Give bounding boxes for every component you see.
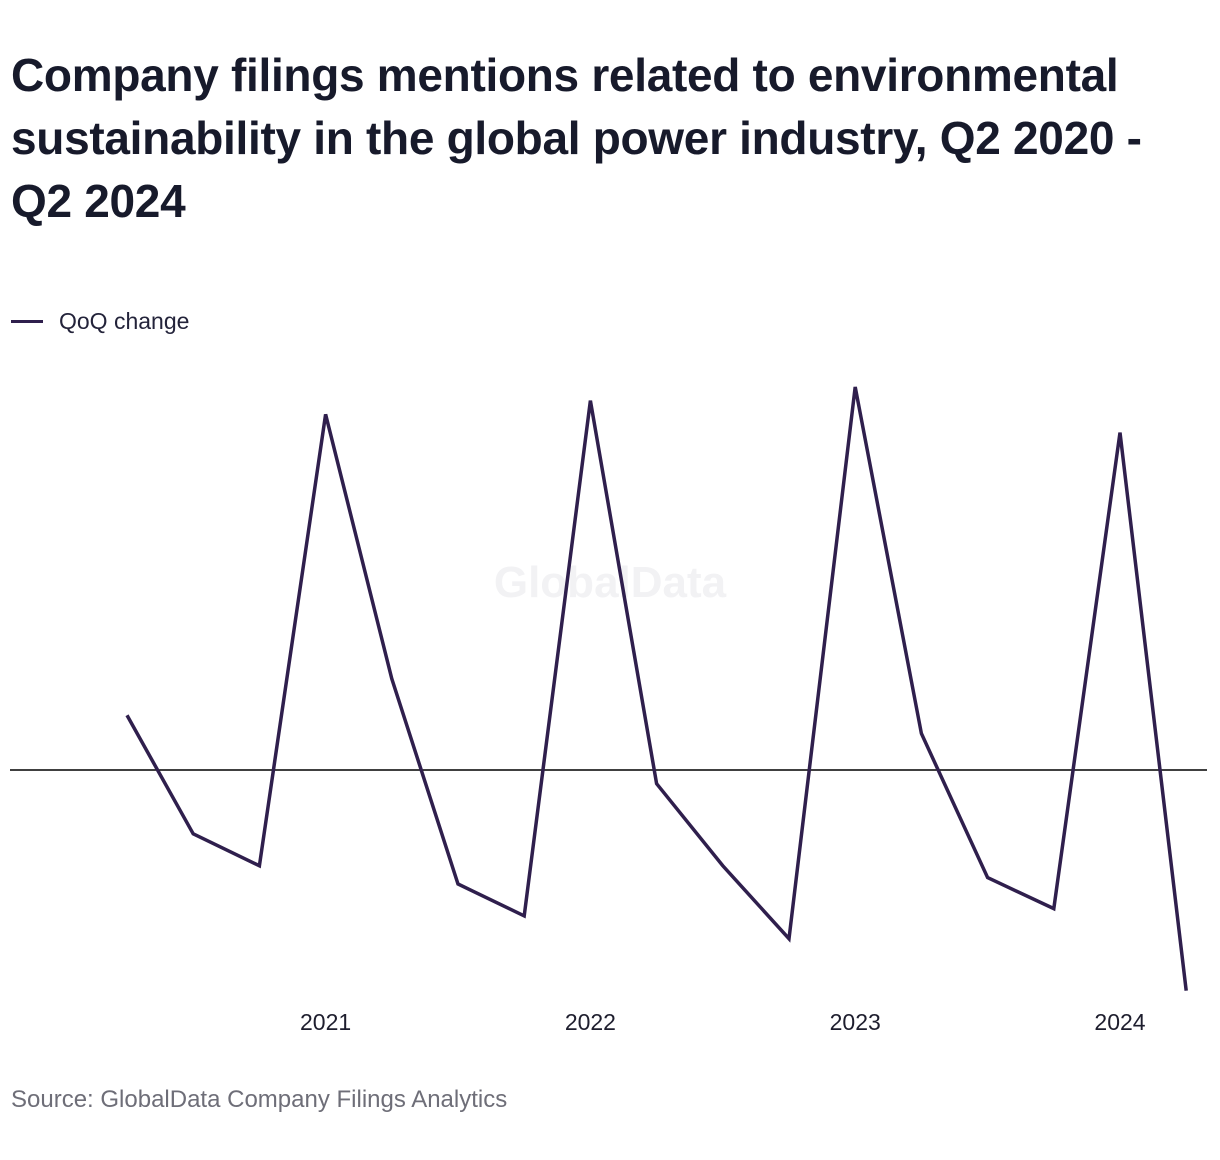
data-point-q4-2022[interactable] <box>783 933 795 945</box>
data-point-q2-2022[interactable] <box>651 778 663 790</box>
legend: QoQ change <box>11 306 189 336</box>
data-point-q4-2020[interactable] <box>253 860 265 872</box>
data-point-q2-2023[interactable] <box>915 728 927 740</box>
series-line-qoq-change <box>125 386 1188 991</box>
data-point-q2-2024[interactable] <box>1180 985 1192 997</box>
source-note: Source: GlobalData Company Filings Analy… <box>11 1086 508 1113</box>
x-tick-label-2024: 2024 <box>1094 1009 1145 1035</box>
chart-title: Company filings mentions related to envi… <box>11 49 1142 227</box>
data-point-q4-2023[interactable] <box>1048 903 1060 915</box>
data-point-q1-2021[interactable] <box>320 408 332 420</box>
data-point-q3-2020[interactable] <box>187 828 199 840</box>
legend-label-qoq-change: QoQ change <box>59 307 190 334</box>
data-point-q3-2022[interactable] <box>717 860 729 872</box>
legend-swatch-qoq-change <box>11 319 43 323</box>
x-tick-label-2022: 2022 <box>565 1009 616 1035</box>
x-tick-label-2021: 2021 <box>300 1009 351 1035</box>
data-point-q1-2024[interactable] <box>1114 427 1126 439</box>
data-point-q2-2020[interactable] <box>121 709 133 721</box>
watermark-text: GlobalData <box>494 558 727 607</box>
x-axis-ticks: 2021 2022 2023 2024 <box>300 1009 1146 1035</box>
data-point-q2-2021[interactable] <box>386 673 398 685</box>
series-layer <box>121 381 1192 997</box>
data-point-q3-2021[interactable] <box>452 878 464 890</box>
data-point-q3-2023[interactable] <box>982 872 994 884</box>
data-point-q1-2023[interactable] <box>849 381 861 393</box>
data-point-q4-2021[interactable] <box>518 910 530 922</box>
data-point-q1-2022[interactable] <box>584 395 596 407</box>
x-tick-label-2023: 2023 <box>830 1009 881 1035</box>
